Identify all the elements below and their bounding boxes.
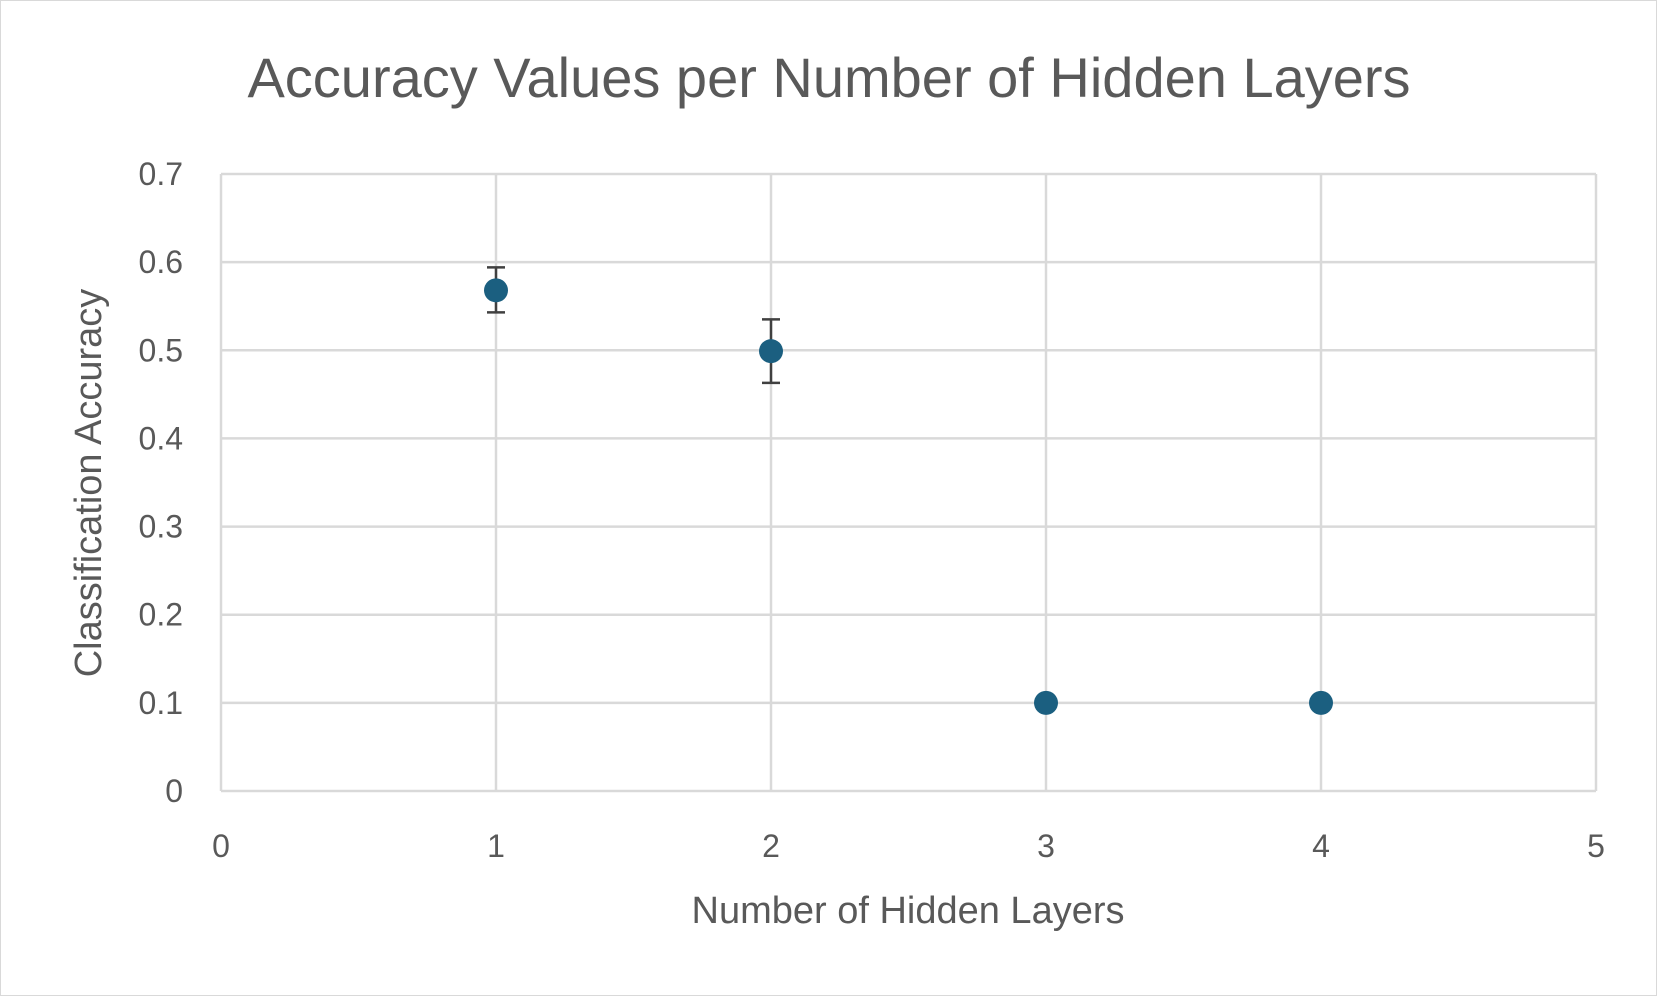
y-tick-label: 0.6 bbox=[139, 244, 183, 280]
x-tick-label: 0 bbox=[212, 828, 230, 864]
data-point bbox=[484, 278, 508, 303]
tick-labels: 0 0.1 0.2 0.3 0.4 0.5 0.6 0.7 0 1 2 3 4 5 bbox=[139, 156, 1605, 864]
grid-lines bbox=[219, 172, 1598, 791]
y-tick-label: 0.5 bbox=[139, 332, 183, 368]
chart-title: Accuracy Values per Number of Hidden Lay… bbox=[247, 46, 1410, 109]
y-tick-label: 0.3 bbox=[139, 509, 183, 545]
y-tick-label: 0.7 bbox=[139, 156, 183, 192]
x-axis-title: Number of Hidden Layers bbox=[692, 890, 1125, 932]
y-tick-label: 0.4 bbox=[139, 420, 183, 456]
error-bars bbox=[487, 266, 780, 385]
x-tick-label: 4 bbox=[1312, 828, 1330, 864]
x-tick-label: 3 bbox=[1037, 828, 1055, 864]
x-tick-label: 2 bbox=[762, 828, 780, 864]
y-axis-title: Classification Accuracy bbox=[68, 289, 110, 678]
y-tick-label: 0.2 bbox=[139, 597, 183, 633]
x-tick-label: 5 bbox=[1587, 828, 1605, 864]
y-tick-label: 0 bbox=[165, 773, 183, 809]
data-points bbox=[484, 278, 1333, 715]
x-tick-label: 1 bbox=[487, 828, 505, 864]
data-point bbox=[1034, 690, 1058, 715]
y-tick-label: 0.1 bbox=[139, 685, 183, 721]
data-point bbox=[1309, 690, 1333, 715]
data-point bbox=[759, 339, 783, 364]
